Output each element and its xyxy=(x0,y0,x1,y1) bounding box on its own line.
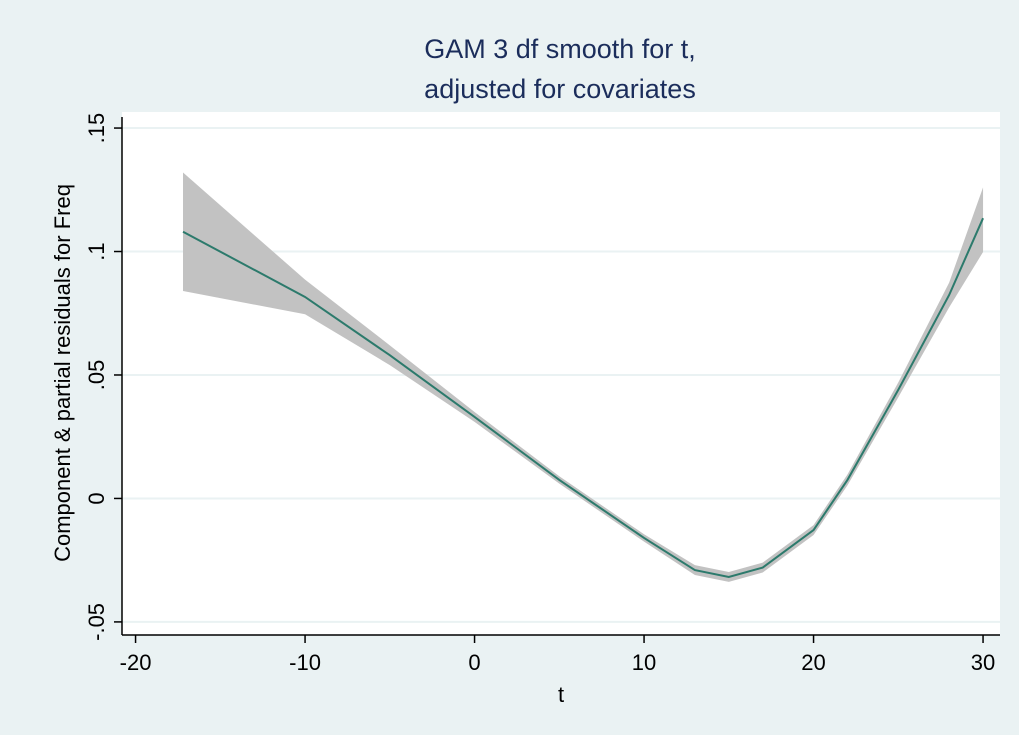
y-tick-label: -.05 xyxy=(84,603,109,641)
x-tick-label: -20 xyxy=(120,650,152,675)
chart-title: adjusted for covariates xyxy=(424,74,696,104)
x-tick-label: 0 xyxy=(468,650,480,675)
x-tick-label: 30 xyxy=(971,650,995,675)
y-tick-label: .1 xyxy=(84,242,109,260)
plot-area xyxy=(122,112,1000,635)
x-tick-label: 20 xyxy=(801,650,825,675)
y-axis-title: Component & partial residuals for Freq xyxy=(50,184,75,562)
y-tick-label: .05 xyxy=(84,360,109,391)
chart-title: GAM 3 df smooth for t, xyxy=(424,34,696,64)
x-tick-label: 10 xyxy=(632,650,656,675)
x-tick-label: -10 xyxy=(289,650,321,675)
y-tick-label: .15 xyxy=(84,113,109,144)
x-axis-title: t xyxy=(558,682,564,707)
fit-line xyxy=(182,217,984,578)
y-tick-label: 0 xyxy=(84,492,109,504)
